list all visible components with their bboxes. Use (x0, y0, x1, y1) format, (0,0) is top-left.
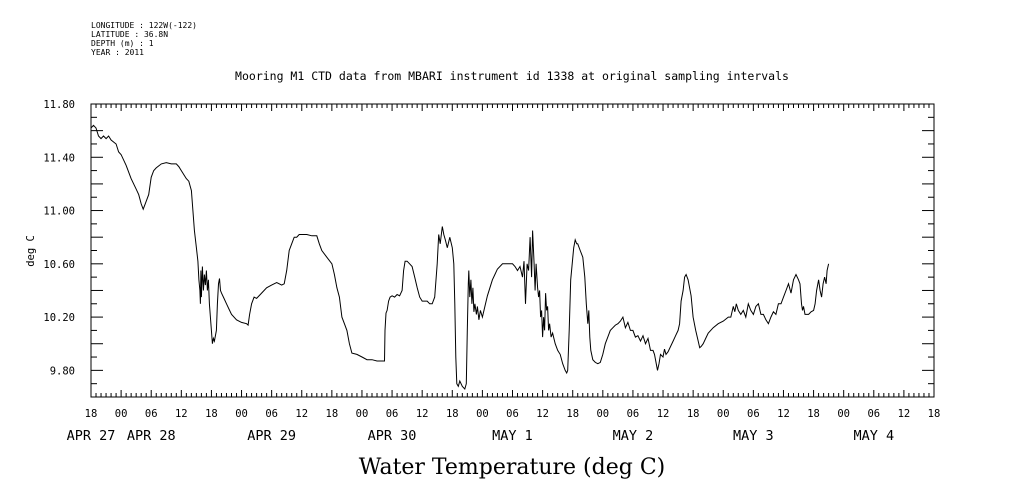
x-date-label: APR 29 (247, 428, 296, 444)
x-hour-label: 12 (295, 408, 308, 420)
x-hour-label: 12 (657, 408, 670, 420)
y-tick-label: 11.00 (43, 206, 75, 218)
x-hour-label: 12 (416, 408, 429, 420)
y-tick-label: 11.80 (43, 99, 75, 111)
x-hour-label: 18 (687, 408, 700, 420)
y-axis-label: deg C (25, 235, 37, 267)
chart-title: Mooring M1 CTD data from MBARI instrumen… (235, 69, 789, 83)
x-hour-label: 18 (446, 408, 459, 420)
x-hour-label: 00 (596, 408, 609, 420)
x-hour-label: 18 (326, 408, 339, 420)
x-hour-label: 06 (867, 408, 880, 420)
metadata-line-latitude: LATITUDE : 36.8N (91, 30, 169, 39)
y-tick-label: 10.60 (43, 259, 75, 271)
metadata-block: LONGITUDE : 122W(-122) LATITUDE : 36.8N … (91, 21, 197, 57)
x-date-label: APR 28 (127, 428, 176, 444)
y-axis-ticks (91, 103, 934, 398)
metadata-line-longitude: LONGITUDE : 122W(-122) (91, 21, 197, 30)
x-hour-label: 18 (928, 408, 941, 420)
x-hour-label: 00 (717, 408, 730, 420)
x-hour-label: 06 (506, 408, 519, 420)
x-hour-label: 06 (627, 408, 640, 420)
y-tick-label: 10.20 (43, 312, 75, 324)
x-hour-label: 06 (145, 408, 158, 420)
x-hour-label: 00 (235, 408, 248, 420)
x-axis-title: Water Temperature (deg C) (359, 455, 666, 480)
x-date-label: MAY 4 (853, 428, 894, 444)
x-hour-label: 12 (898, 408, 911, 420)
x-hour-label: 06 (386, 408, 399, 420)
x-hour-label: 12 (175, 408, 188, 420)
x-axis-ticks (90, 104, 935, 397)
x-date-label: MAY 2 (613, 428, 654, 444)
x-hour-label: 06 (747, 408, 760, 420)
x-hour-label: 12 (777, 408, 790, 420)
x-hour-label: 00 (837, 408, 850, 420)
metadata-line-year: YEAR : 2011 (91, 48, 144, 57)
x-date-label: MAY 1 (492, 428, 533, 444)
x-hour-label: 18 (566, 408, 579, 420)
x-hour-label: 00 (115, 408, 128, 420)
x-hour-label: 18 (205, 408, 218, 420)
x-hour-label: 18 (85, 408, 98, 420)
metadata-line-depth: DEPTH (m) : 1 (91, 39, 154, 48)
y-axis-tick-labels: 11.80 11.40 11.00 10.60 10.20 9.80 (43, 99, 75, 377)
x-axis-hour-labels: 18 00 06 12 18 00 06 12 18 00 06 12 18 00 06 12 18 00 06 12… (85, 408, 941, 420)
x-hour-label: 18 (807, 408, 820, 420)
x-date-label: APR 27 (67, 428, 116, 444)
x-hour-label: 06 (265, 408, 278, 420)
y-tick-label: 9.80 (50, 365, 75, 377)
y-tick-label: 11.40 (43, 152, 75, 164)
x-date-label: APR 30 (368, 428, 417, 444)
plot-frame (90, 103, 935, 398)
x-hour-label: 00 (356, 408, 369, 420)
x-date-label: MAY 3 (733, 428, 774, 444)
x-hour-label: 12 (536, 408, 549, 420)
temperature-series-line (90, 124, 830, 390)
x-hour-label: 00 (476, 408, 489, 420)
x-axis-date-labels: APR 27 APR 28 APR 29 APR 30 MAY 1 MAY 2 MAY 3 M… (67, 428, 894, 444)
